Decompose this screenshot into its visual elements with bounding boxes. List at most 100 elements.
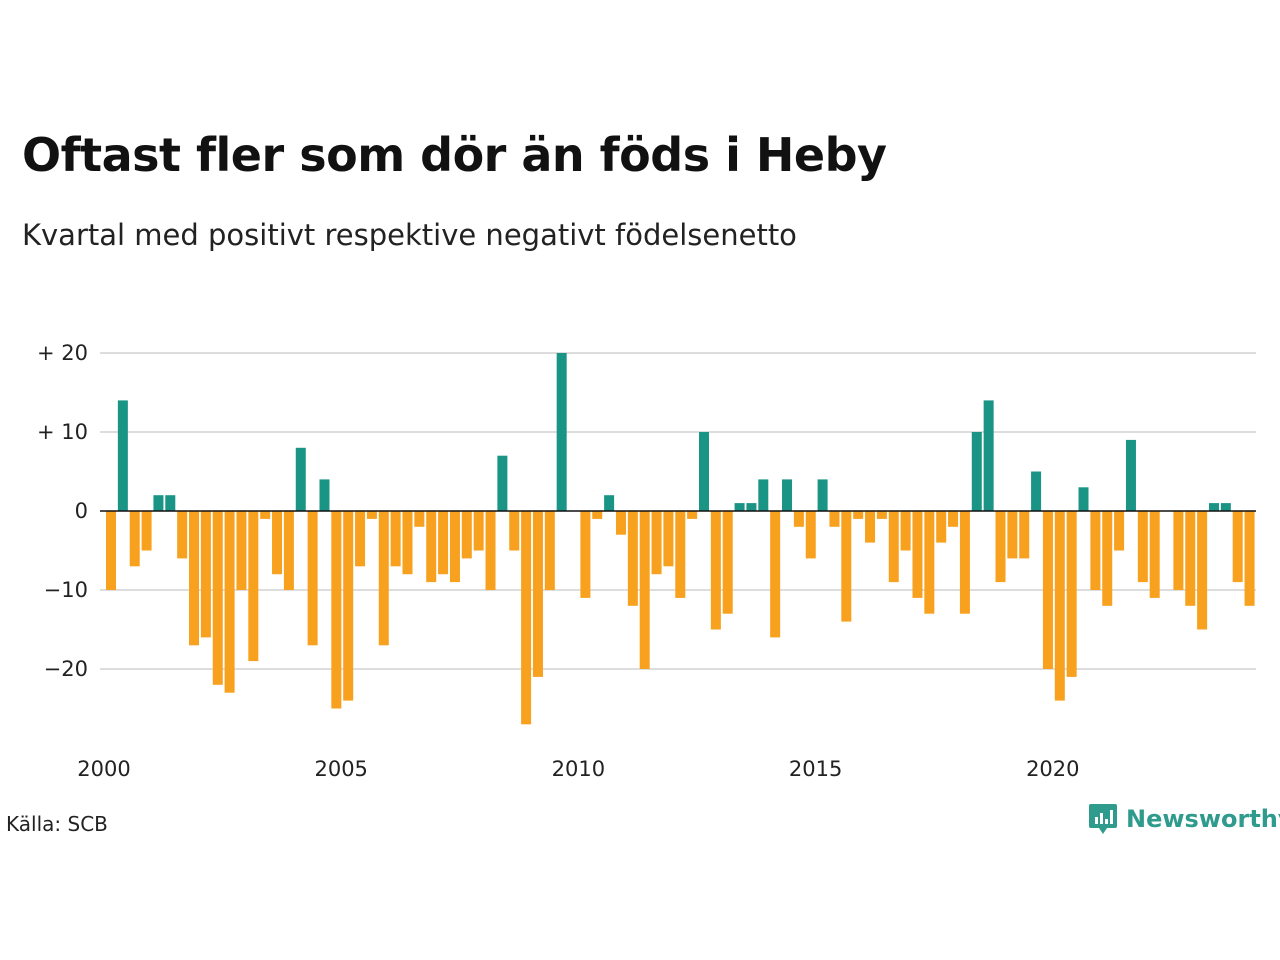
bar bbox=[1031, 471, 1042, 511]
bar bbox=[117, 400, 128, 511]
bar bbox=[948, 511, 959, 527]
bar bbox=[366, 511, 377, 519]
bar bbox=[331, 511, 342, 709]
bar bbox=[200, 511, 211, 638]
x-tick-label: 2010 bbox=[552, 757, 605, 781]
bar bbox=[260, 511, 271, 519]
bar bbox=[805, 511, 816, 559]
bar bbox=[544, 511, 555, 590]
bar bbox=[888, 511, 899, 583]
bar bbox=[651, 511, 662, 575]
bar bbox=[248, 511, 259, 662]
bar bbox=[841, 511, 852, 622]
bar bbox=[580, 511, 591, 598]
source-note: Källa: SCB bbox=[6, 812, 108, 836]
bar bbox=[177, 511, 188, 559]
x-tick-label: 2005 bbox=[314, 757, 367, 781]
bar bbox=[449, 511, 460, 583]
y-tick-label: + 10 bbox=[37, 420, 88, 444]
bar bbox=[141, 511, 152, 551]
bar bbox=[615, 511, 626, 535]
bar bbox=[1173, 511, 1184, 590]
bar bbox=[497, 455, 508, 511]
y-tick-label: + 20 bbox=[37, 341, 88, 365]
bar bbox=[532, 511, 543, 677]
bar bbox=[734, 503, 745, 511]
bar bbox=[212, 511, 223, 685]
bar bbox=[355, 511, 366, 567]
bar bbox=[995, 511, 1006, 583]
bar bbox=[189, 511, 200, 646]
bar bbox=[722, 511, 733, 614]
x-tick-label: 2020 bbox=[1026, 757, 1079, 781]
bar bbox=[639, 511, 650, 669]
bar bbox=[604, 495, 615, 511]
bar bbox=[983, 400, 994, 511]
bar bbox=[782, 479, 793, 511]
bar bbox=[592, 511, 603, 519]
bar bbox=[1054, 511, 1065, 701]
bar bbox=[1007, 511, 1018, 559]
newsworthy-logo[interactable]: Newsworthy bbox=[1088, 802, 1280, 836]
bar bbox=[959, 511, 970, 614]
bar bbox=[378, 511, 389, 646]
source-label: Källa: bbox=[6, 812, 62, 836]
bar bbox=[710, 511, 721, 630]
bar bbox=[319, 479, 330, 511]
bar bbox=[343, 511, 354, 701]
bar bbox=[687, 511, 698, 519]
bar bbox=[1244, 511, 1255, 606]
bar bbox=[971, 432, 982, 511]
bar bbox=[1042, 511, 1053, 669]
bar bbox=[924, 511, 935, 614]
newsworthy-icon bbox=[1089, 804, 1117, 834]
bar bbox=[663, 511, 674, 567]
y-tick-label: −20 bbox=[44, 657, 88, 681]
bar bbox=[817, 479, 828, 511]
bar bbox=[521, 511, 532, 725]
bar bbox=[758, 479, 769, 511]
bar bbox=[106, 511, 116, 590]
bar bbox=[224, 511, 235, 693]
bar bbox=[236, 511, 247, 590]
bar bbox=[390, 511, 401, 567]
bar bbox=[556, 353, 567, 511]
bar bbox=[473, 511, 484, 551]
bar bbox=[1232, 511, 1243, 583]
bar bbox=[627, 511, 638, 606]
bar bbox=[509, 511, 520, 551]
bar bbox=[770, 511, 781, 638]
bar bbox=[900, 511, 911, 551]
bar bbox=[1220, 503, 1231, 511]
bar bbox=[876, 511, 887, 519]
bar bbox=[746, 503, 757, 511]
x-tick-label: 2000 bbox=[77, 757, 130, 781]
x-tick-label: 2015 bbox=[789, 757, 842, 781]
bar bbox=[793, 511, 804, 527]
bar bbox=[272, 511, 283, 575]
source-value: SCB bbox=[67, 812, 108, 836]
bar bbox=[865, 511, 876, 543]
bar bbox=[829, 511, 840, 527]
bar bbox=[1066, 511, 1077, 677]
bar bbox=[699, 432, 709, 511]
bar bbox=[853, 511, 864, 519]
bar bbox=[295, 447, 306, 511]
bar bbox=[438, 511, 449, 575]
bar-chart: + 20 + 10 0 −10 −20 2000 2005 2010 2015 2020 bbox=[37, 341, 1256, 781]
bar bbox=[1137, 511, 1148, 583]
bar bbox=[461, 511, 472, 559]
bar bbox=[165, 495, 176, 511]
y-tick-label: 0 bbox=[75, 499, 88, 523]
bar bbox=[1114, 511, 1125, 551]
bar bbox=[1090, 511, 1101, 590]
bar bbox=[1078, 487, 1089, 511]
brand-name: Newsworthy bbox=[1126, 805, 1280, 833]
bar bbox=[402, 511, 413, 575]
bar bbox=[1125, 439, 1136, 511]
bar bbox=[1102, 511, 1113, 606]
bar bbox=[1185, 511, 1196, 606]
chart-title: Oftast fler som dör än föds i Heby bbox=[22, 128, 887, 182]
bar bbox=[414, 511, 425, 527]
bar bbox=[936, 511, 947, 543]
